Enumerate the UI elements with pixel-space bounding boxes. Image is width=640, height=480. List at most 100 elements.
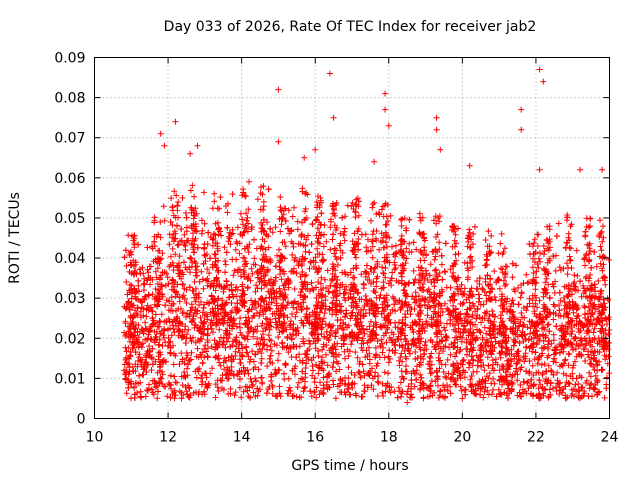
data-point — [236, 384, 243, 391]
data-point — [363, 248, 370, 255]
data-point — [587, 271, 594, 278]
data-point — [144, 244, 151, 251]
data-point — [321, 310, 328, 317]
data-point — [253, 378, 259, 385]
data-point — [594, 378, 601, 384]
data-point — [200, 319, 207, 326]
data-point — [266, 355, 273, 362]
data-point — [373, 210, 380, 217]
data-point — [380, 344, 387, 351]
data-point — [408, 391, 414, 398]
data-point — [176, 361, 183, 368]
data-point — [427, 370, 434, 377]
data-point — [458, 281, 465, 288]
data-point — [183, 314, 189, 320]
data-point — [182, 246, 189, 253]
data-point — [560, 370, 567, 377]
data-point — [276, 246, 282, 253]
data-point — [171, 373, 178, 380]
data-point — [375, 210, 382, 216]
data-point — [272, 263, 279, 270]
data-point — [209, 365, 216, 372]
data-point — [334, 317, 341, 324]
data-point — [593, 263, 600, 270]
data-point — [206, 270, 213, 277]
data-point — [200, 304, 207, 311]
data-point — [234, 224, 241, 231]
data-point — [308, 393, 315, 400]
data-point — [578, 293, 585, 300]
data-point — [290, 240, 296, 247]
data-point — [251, 236, 257, 243]
data-point — [258, 360, 265, 366]
data-point — [448, 374, 455, 381]
data-point — [168, 332, 175, 339]
data-point — [268, 337, 275, 344]
data-point — [398, 350, 405, 357]
data-point — [465, 359, 472, 366]
data-point — [190, 249, 197, 256]
data-point — [515, 356, 522, 363]
data-point — [402, 321, 409, 328]
data-point — [285, 207, 292, 214]
data-point — [202, 342, 209, 349]
data-point — [138, 314, 144, 321]
data-point — [309, 363, 316, 370]
data-point — [170, 267, 177, 274]
data-point — [425, 299, 432, 306]
data-point — [269, 360, 276, 367]
data-point — [345, 375, 352, 382]
data-point — [183, 224, 190, 231]
data-point — [392, 308, 398, 315]
data-point — [216, 326, 223, 333]
data-point — [592, 321, 599, 328]
data-point — [212, 381, 219, 388]
data-point — [169, 391, 176, 397]
data-point — [438, 252, 445, 259]
data-point — [352, 214, 359, 221]
data-point — [481, 367, 488, 374]
data-point — [332, 395, 339, 402]
data-point — [166, 241, 173, 248]
data-point — [363, 262, 370, 269]
data-point — [306, 265, 313, 272]
data-point — [266, 336, 273, 343]
data-point — [366, 360, 373, 367]
data-point — [138, 344, 145, 351]
data-point — [268, 276, 274, 283]
data-point — [276, 285, 283, 292]
data-point — [330, 359, 337, 366]
data-point — [365, 271, 372, 277]
data-point — [485, 228, 492, 235]
data-point — [207, 370, 214, 377]
data-point — [264, 346, 270, 353]
data-point — [570, 309, 577, 316]
data-point — [277, 258, 284, 265]
data-point — [427, 382, 434, 389]
data-point — [324, 362, 331, 369]
data-point — [601, 273, 607, 280]
data-point — [161, 217, 168, 224]
data-point — [445, 370, 452, 377]
data-point — [553, 388, 560, 394]
data-point — [491, 268, 498, 275]
data-point — [490, 376, 497, 382]
data-point — [424, 323, 431, 329]
data-point — [243, 217, 250, 224]
data-point — [224, 209, 231, 216]
data-point — [285, 349, 292, 356]
data-point — [355, 369, 362, 375]
data-point — [515, 301, 522, 308]
data-point — [490, 386, 496, 393]
data-point — [392, 242, 399, 249]
data-point — [121, 367, 127, 374]
data-point — [362, 293, 369, 299]
data-point — [165, 326, 171, 333]
data-point — [182, 210, 189, 216]
data-point — [229, 226, 236, 233]
data-point — [125, 232, 132, 239]
data-point — [276, 383, 283, 390]
data-point — [394, 394, 401, 401]
data-point — [214, 384, 221, 391]
data-point — [203, 311, 210, 318]
